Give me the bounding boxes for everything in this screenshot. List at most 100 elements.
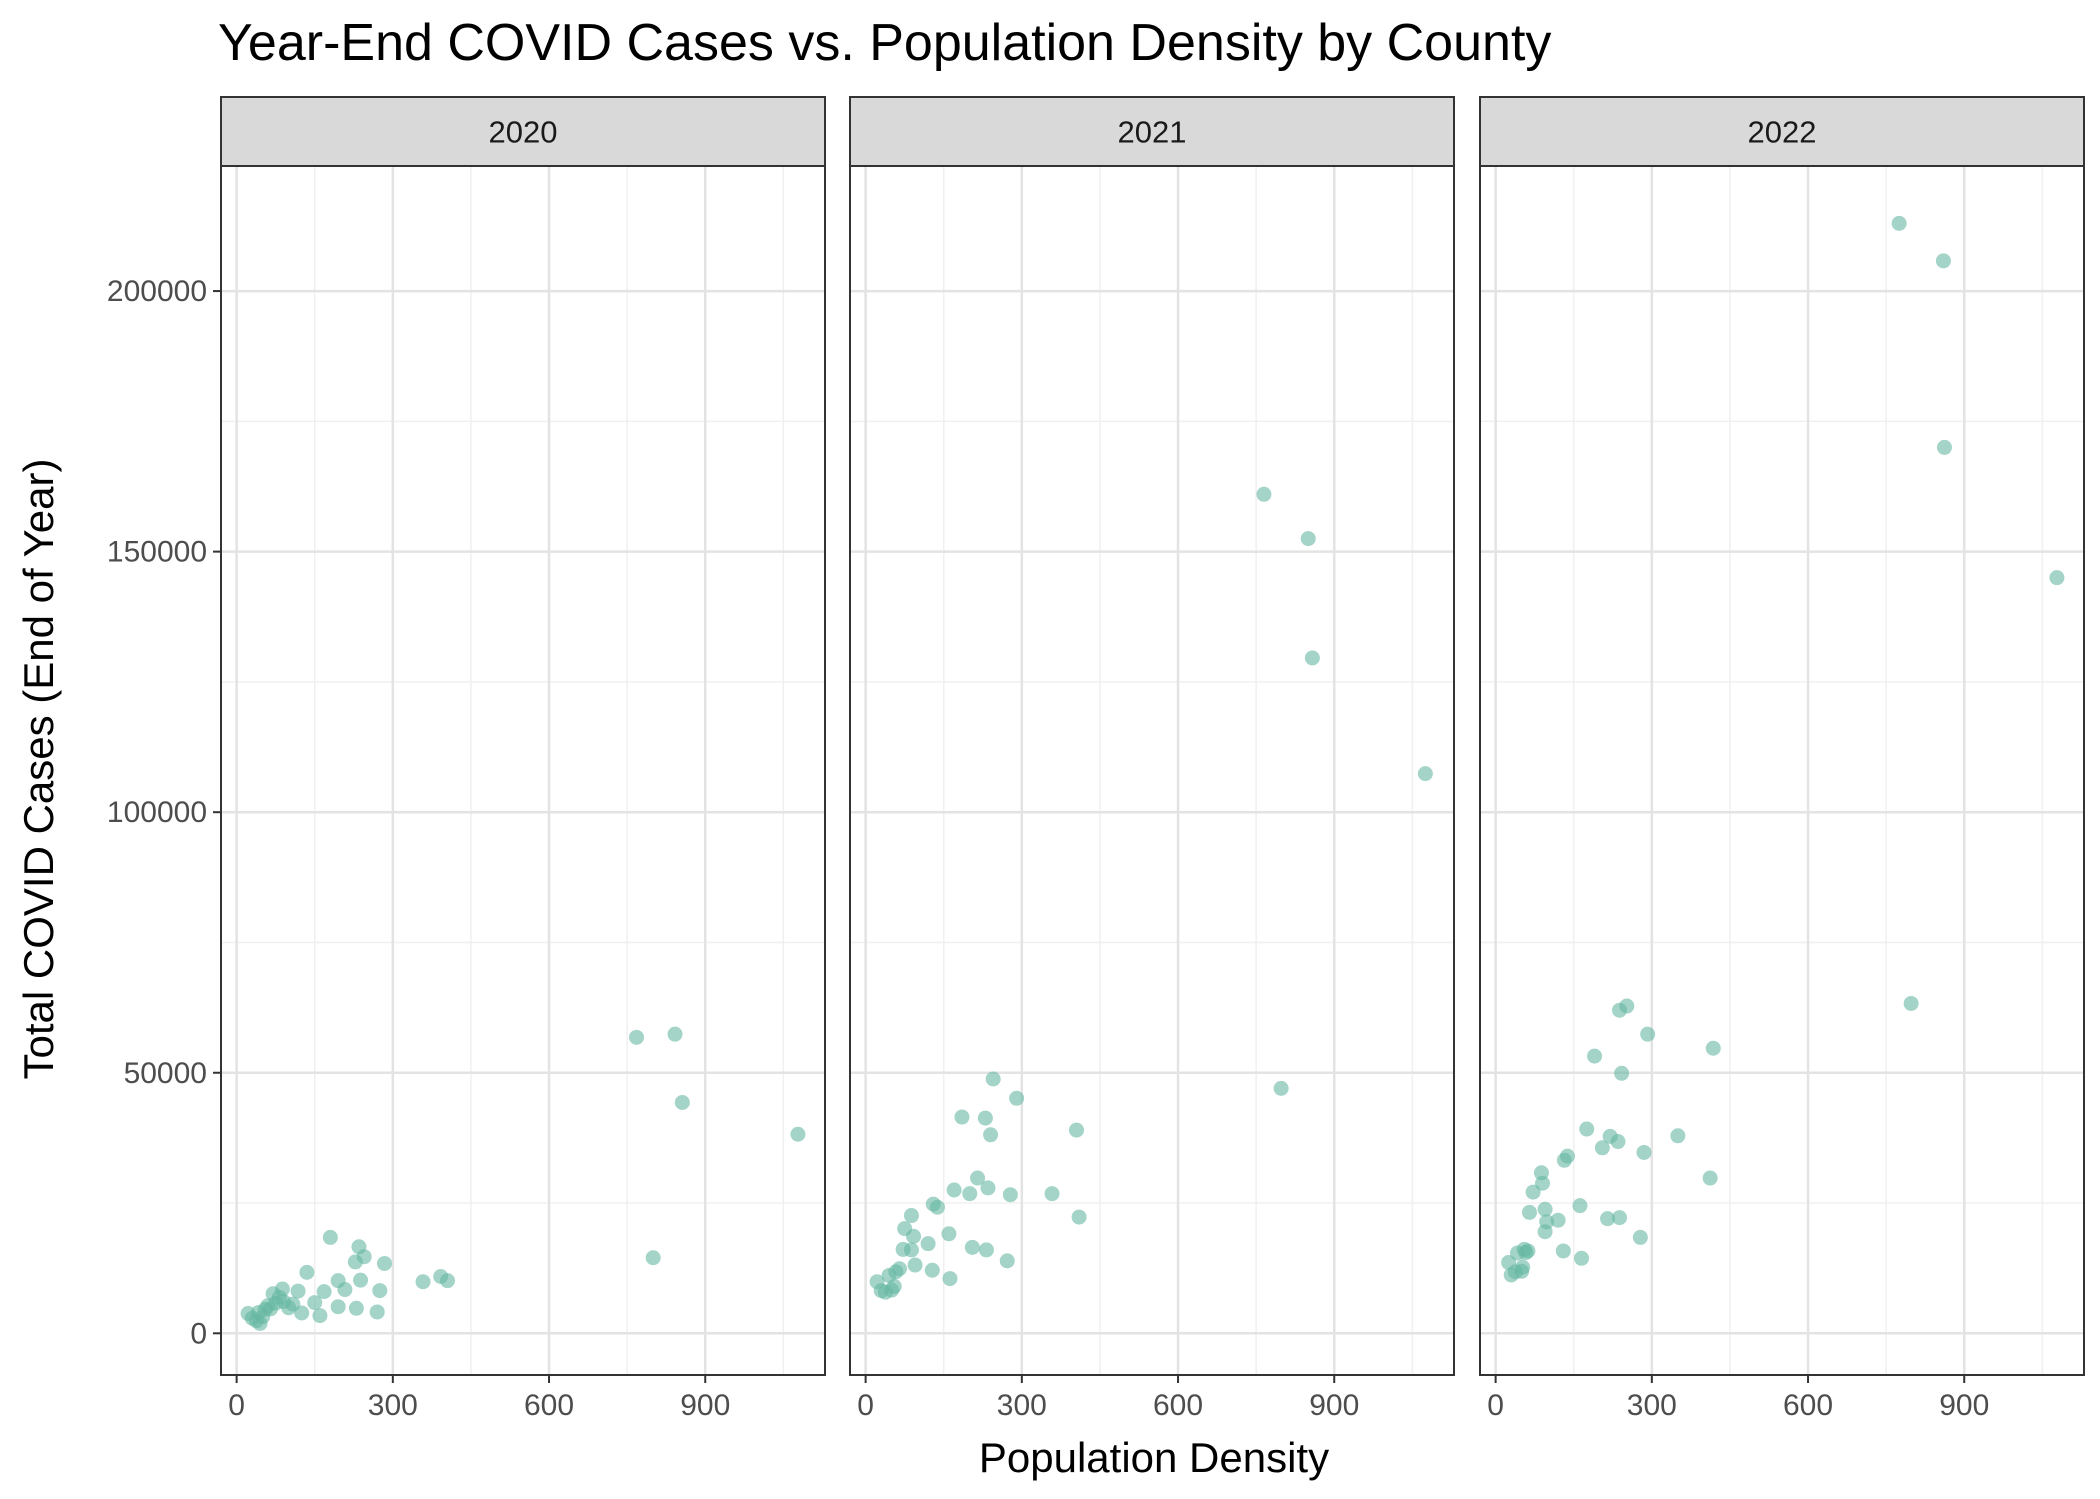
data-point [1640, 1026, 1656, 1042]
data-point [1521, 1204, 1537, 1220]
facet-strip-label: 2021 [1118, 115, 1187, 150]
data-point [1304, 650, 1320, 666]
data-point [415, 1274, 431, 1290]
data-point [330, 1299, 346, 1315]
data-point [1600, 1211, 1616, 1227]
data-point [299, 1264, 315, 1280]
data-point [1002, 1187, 1018, 1203]
x-tick-label: 0 [857, 1389, 874, 1422]
data-point [353, 1272, 369, 1288]
data-point [1632, 1229, 1648, 1245]
x-tick-label: 600 [1783, 1389, 1833, 1422]
data-point [1891, 215, 1907, 231]
data-point [946, 1182, 962, 1198]
data-point [983, 1127, 999, 1143]
data-point [1071, 1209, 1087, 1225]
data-point [674, 1094, 690, 1110]
data-point [667, 1026, 683, 1042]
data-point [1579, 1121, 1595, 1137]
facet-strip-label: 2022 [1748, 115, 1817, 150]
data-point [964, 1239, 980, 1255]
data-point [1069, 1122, 1084, 1138]
data-point [376, 1255, 392, 1271]
panel-background [1480, 166, 2084, 1375]
facet-strip [849, 96, 1455, 167]
data-point [1587, 1048, 1603, 1064]
y-tick-label: 0 [190, 1317, 207, 1350]
data-point [1559, 1148, 1575, 1164]
panel-2022: 2022 0 300 600 900 [1479, 96, 2085, 1422]
data-point [942, 1271, 958, 1287]
data-point [1539, 1214, 1555, 1230]
data-point [322, 1229, 338, 1245]
panel-2021: 2021 0 300 600 900 [849, 96, 1455, 1422]
data-point [1550, 1212, 1566, 1228]
y-tick-label: 150000 [107, 536, 207, 569]
data-point [978, 1242, 994, 1258]
data-point [1009, 1090, 1025, 1106]
data-point [316, 1284, 332, 1300]
data-point [929, 1199, 945, 1215]
data-point [645, 1250, 661, 1266]
x-tick-label: 300 [368, 1389, 418, 1422]
data-point [372, 1283, 388, 1299]
data-point [790, 1126, 806, 1142]
data-point [307, 1295, 323, 1311]
data-point [1520, 1243, 1536, 1259]
x-tick-label: 600 [524, 1389, 574, 1422]
data-point [954, 1109, 970, 1125]
data-point [891, 1261, 907, 1277]
chart-title: Year-End COVID Cases vs. Population Dens… [218, 14, 1551, 72]
data-point [356, 1249, 372, 1265]
data-point [924, 1262, 940, 1278]
y-axis: 0 50000 100000 150000 200000 [107, 275, 221, 1350]
x-tick-label: 0 [1487, 1389, 1504, 1422]
data-point [1610, 1134, 1626, 1150]
y-tick-label: 50000 [124, 1057, 207, 1090]
data-point [980, 1180, 996, 1196]
data-point [294, 1305, 310, 1321]
x-tick-label: 0 [228, 1389, 245, 1422]
y-tick-label: 100000 [107, 796, 207, 829]
data-point [1702, 1170, 1718, 1186]
data-point [920, 1236, 936, 1252]
data-point [290, 1283, 306, 1299]
data-point [348, 1300, 364, 1316]
data-point [1555, 1243, 1571, 1259]
panels-layer: 2020 0 300 600 900 2021 0 300 600 900 2022 0 300 600 9… [220, 96, 2085, 1422]
data-point [1574, 1250, 1590, 1266]
data-point [985, 1071, 1001, 1087]
data-point [1515, 1259, 1531, 1275]
x-tick-label: 900 [1309, 1389, 1359, 1422]
x-tick-label: 600 [1153, 1389, 1203, 1422]
data-point [1417, 766, 1433, 782]
data-point [2049, 570, 2065, 586]
facet-strip-label: 2020 [489, 115, 558, 150]
data-point [1636, 1144, 1652, 1160]
data-point [337, 1282, 353, 1298]
data-point [999, 1253, 1015, 1269]
data-point [1534, 1175, 1550, 1191]
data-point [1300, 531, 1316, 547]
data-point [440, 1273, 455, 1289]
data-point [1044, 1186, 1060, 1202]
data-point [312, 1308, 328, 1324]
data-point [1572, 1198, 1588, 1214]
data-point [1256, 486, 1272, 502]
x-axis-title: Population Density [979, 1434, 1329, 1481]
panel-background [221, 166, 825, 1375]
x-tick-label: 300 [997, 1389, 1047, 1422]
x-tick-label: 900 [1939, 1389, 1989, 1422]
data-point [906, 1228, 922, 1244]
data-point [977, 1110, 993, 1126]
facet-strip [1479, 96, 2085, 167]
data-point [970, 1170, 986, 1186]
data-point [629, 1029, 645, 1045]
panel-2020: 2020 0 300 600 900 [220, 96, 826, 1422]
data-point [1903, 995, 1919, 1011]
data-point [1705, 1040, 1721, 1056]
data-point [1936, 439, 1952, 455]
data-point [1537, 1201, 1553, 1217]
data-point [941, 1226, 957, 1242]
